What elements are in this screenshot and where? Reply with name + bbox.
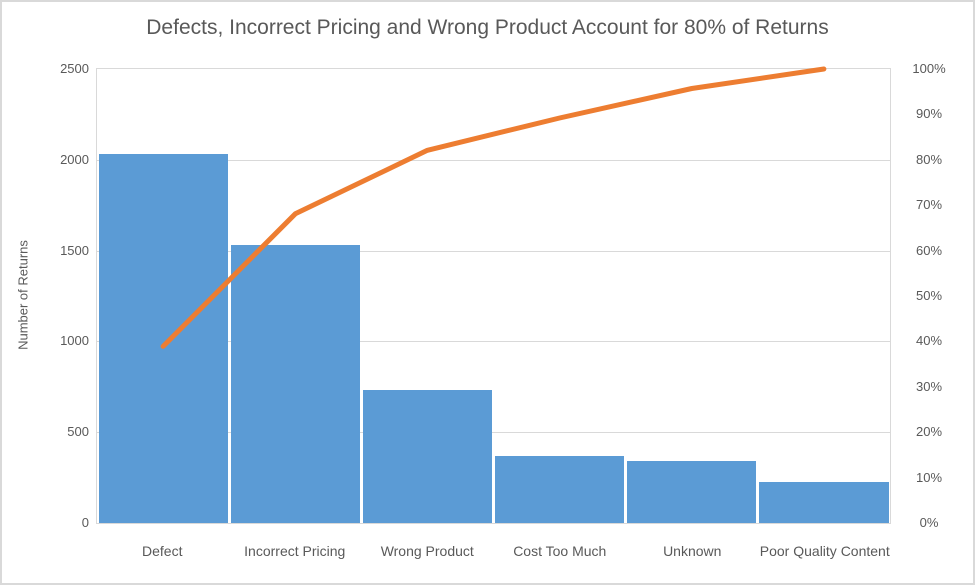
category-label-unknown: Unknown (663, 543, 722, 559)
category-slot: Defect (96, 543, 229, 565)
bar-slot-cost-too-much (494, 69, 626, 523)
gridline (97, 250, 890, 252)
bar-slot-unknown (626, 69, 758, 523)
left-axis-tick-label: 1500 (60, 242, 89, 258)
right-axis-tick-label: 60% (915, 242, 943, 258)
plot-area (96, 66, 891, 524)
category-slot: Poor Quality Content (759, 543, 892, 565)
gridline (97, 159, 890, 161)
bar-unknown (627, 461, 757, 523)
right-axis-tick-label: 0% (919, 515, 939, 530)
right-axis-tick-label: 80% (915, 151, 943, 167)
left-axis-tick-label: 0 (81, 515, 89, 530)
right-axis-ticks: 100% 90% 80% 70% 60% 50% 40% 30% 20% 10% 0% (903, 61, 955, 530)
category-label-cost-too-much: Cost Too Much (513, 543, 607, 559)
category-slot: Unknown (626, 543, 759, 565)
right-axis-tick-label: 50% (915, 288, 943, 303)
bar-slot-poor-quality-content (758, 69, 890, 523)
category-slot: Incorrect Pricing (229, 543, 362, 565)
category-label-incorrect-pricing: Incorrect Pricing (244, 543, 346, 559)
left-axis-ticks: 2500 2000 1500 1000 500 0 (2, 61, 89, 530)
bar-defect (98, 154, 228, 523)
category-label-defect: Defect (142, 543, 183, 559)
cumulative-line-layer (160, 66, 827, 349)
cumulative-line (160, 66, 827, 349)
left-axis-tick-label: 2500 (60, 61, 89, 76)
right-axis-tick-label: 30% (915, 378, 943, 394)
left-axis-tick-label: 2000 (60, 151, 89, 167)
left-axis-tick-label: 1000 (60, 333, 89, 349)
right-axis-tick-label: 90% (915, 106, 943, 122)
bar-cost-too-much (495, 455, 625, 523)
bar-wrong-product (362, 390, 493, 523)
bars-group (97, 69, 890, 523)
bar-poor-quality-content (759, 482, 889, 523)
gridline (97, 432, 890, 434)
category-label-poor-quality-content: Poor Quality Content (759, 543, 890, 559)
right-axis-tick-label: 20% (915, 424, 943, 440)
category-label-wrong-product: Wrong Product (380, 543, 474, 559)
right-axis-tick-label: 70% (915, 197, 943, 213)
gridline (97, 341, 890, 343)
category-slot: Cost Too Much (494, 543, 627, 565)
chart-title: Defects, Incorrect Pricing and Wrong Pro… (146, 16, 829, 39)
bar-slot-wrong-product (361, 69, 493, 523)
right-axis-tick-label: 40% (915, 333, 943, 349)
bar-slot-incorrect-pricing (229, 69, 361, 523)
left-axis-tick-label: 500 (67, 424, 89, 440)
right-axis-tick-label: 100% (912, 61, 946, 76)
category-slot: Wrong Product (361, 543, 494, 565)
category-axis-labels: Defect Incorrect Pricing Wrong Product Cost… (96, 543, 891, 565)
bar-slot-defect (97, 69, 229, 523)
bar-incorrect-pricing (230, 245, 360, 523)
right-axis-tick-label: 10% (915, 469, 943, 485)
